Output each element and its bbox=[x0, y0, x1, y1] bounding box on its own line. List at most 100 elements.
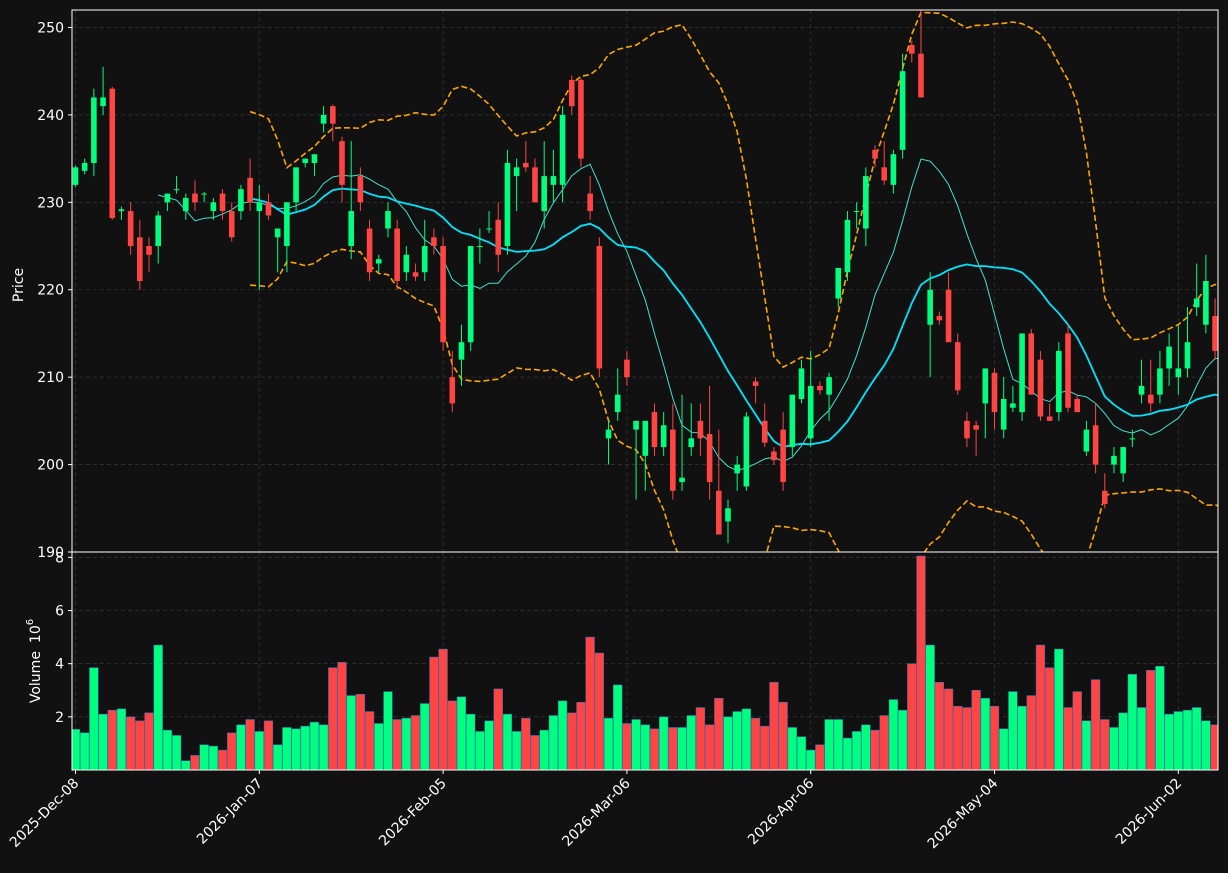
volume-bar bbox=[824, 719, 834, 770]
volume-bar bbox=[879, 715, 889, 770]
candle-body bbox=[973, 425, 979, 430]
candle-body bbox=[826, 377, 832, 395]
candle-body bbox=[614, 394, 621, 413]
candle bbox=[403, 246, 410, 281]
volume-bar bbox=[557, 700, 568, 770]
volume-bar bbox=[1100, 719, 1110, 770]
candle-body bbox=[320, 114, 327, 124]
candle-body bbox=[1120, 447, 1126, 474]
candle bbox=[697, 403, 704, 456]
volume-bar bbox=[686, 715, 696, 770]
candle bbox=[780, 412, 786, 491]
candle bbox=[624, 350, 630, 386]
candle-body bbox=[412, 272, 419, 277]
candle bbox=[927, 272, 933, 378]
volume-bar bbox=[750, 717, 761, 770]
candle-body bbox=[835, 267, 842, 299]
volume-bar bbox=[943, 688, 954, 770]
candle bbox=[559, 106, 566, 203]
volume-bar bbox=[953, 705, 963, 770]
candle-body bbox=[1019, 333, 1025, 413]
volume-bar bbox=[153, 644, 163, 770]
candle-body bbox=[403, 254, 410, 273]
candle-body bbox=[458, 342, 465, 360]
candle-body bbox=[467, 246, 474, 343]
volume-bar bbox=[364, 711, 375, 770]
candle bbox=[219, 189, 226, 220]
candle-body bbox=[513, 167, 520, 177]
candle bbox=[734, 455, 740, 491]
candle-body bbox=[100, 97, 106, 107]
volume-bar bbox=[181, 760, 191, 770]
volume-bar bbox=[89, 667, 99, 770]
candle bbox=[330, 104, 336, 142]
candle bbox=[863, 167, 869, 247]
volume-bars bbox=[72, 555, 1218, 770]
volume-bar bbox=[116, 708, 127, 770]
candle-body bbox=[899, 71, 906, 150]
candle-body bbox=[421, 246, 428, 273]
candle-body bbox=[146, 246, 152, 255]
candle-body bbox=[1037, 359, 1044, 417]
candle bbox=[210, 197, 217, 220]
volume-bar bbox=[254, 731, 264, 770]
candle bbox=[550, 149, 557, 203]
volume-bar bbox=[456, 696, 467, 770]
candle-body bbox=[192, 193, 198, 203]
candle bbox=[706, 385, 713, 500]
candle bbox=[412, 263, 419, 281]
volume-bar bbox=[585, 636, 595, 770]
candle-body bbox=[293, 167, 299, 203]
volume-bar bbox=[732, 711, 742, 770]
candle bbox=[477, 228, 483, 264]
volume-bar bbox=[870, 729, 880, 770]
volume-bar bbox=[401, 717, 411, 770]
volume-bar bbox=[640, 724, 650, 770]
candle bbox=[964, 412, 970, 448]
candle bbox=[523, 141, 529, 172]
volume-bar bbox=[318, 724, 329, 770]
candle-body bbox=[1101, 490, 1108, 504]
volume-bar bbox=[603, 717, 614, 770]
candle bbox=[633, 420, 639, 500]
candle-body bbox=[1157, 368, 1163, 395]
candle-body bbox=[72, 167, 79, 185]
volume-bar bbox=[410, 715, 421, 770]
volume-bar bbox=[383, 691, 393, 770]
candle bbox=[835, 267, 842, 308]
candle bbox=[1019, 333, 1025, 421]
lower-band-line bbox=[250, 248, 1218, 552]
candle bbox=[1203, 254, 1209, 334]
candle bbox=[421, 219, 428, 281]
volume-bar bbox=[714, 697, 724, 770]
candle-body bbox=[1028, 333, 1035, 395]
volume-bar bbox=[309, 721, 320, 770]
candle-body bbox=[431, 237, 437, 247]
volume-bar bbox=[1090, 679, 1101, 770]
candle bbox=[826, 372, 832, 421]
candle bbox=[596, 237, 603, 378]
candle-body bbox=[651, 412, 658, 448]
candle-body bbox=[495, 219, 502, 255]
candle bbox=[348, 141, 354, 260]
candle bbox=[293, 167, 299, 212]
candle-body bbox=[1046, 416, 1053, 421]
candle bbox=[771, 447, 777, 465]
candle-body bbox=[1065, 333, 1071, 408]
candle-body bbox=[918, 53, 924, 98]
volume-bar bbox=[631, 719, 641, 770]
upper-band-line bbox=[249, 11, 1218, 369]
candle bbox=[1065, 324, 1071, 413]
candle-body bbox=[945, 289, 952, 343]
candle-body bbox=[982, 368, 989, 404]
candle-body bbox=[872, 149, 878, 159]
candle-body bbox=[109, 88, 116, 219]
volume-offset-base: 10 bbox=[28, 625, 44, 643]
candle-body bbox=[568, 79, 575, 107]
candle-body bbox=[624, 359, 630, 378]
candle bbox=[164, 193, 171, 212]
volume-bar bbox=[659, 716, 669, 770]
volume-bar bbox=[1164, 713, 1174, 770]
candle-body bbox=[908, 44, 915, 54]
candle-body bbox=[734, 464, 740, 474]
